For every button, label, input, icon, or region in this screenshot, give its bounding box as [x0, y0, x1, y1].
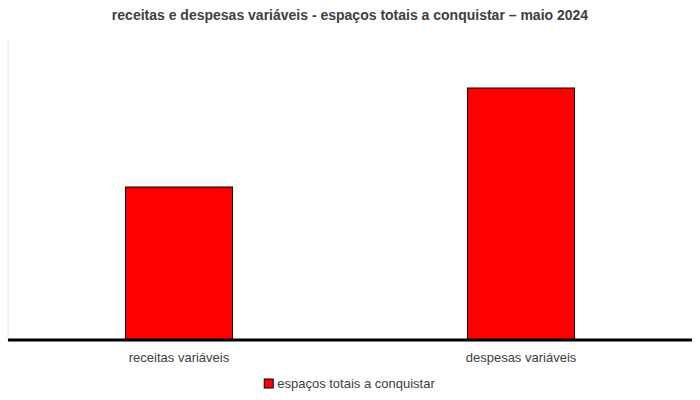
x-tick-label: receitas variáveis	[129, 350, 230, 365]
legend-label: espaços totais a conquistar	[277, 376, 435, 391]
legend-swatch	[264, 379, 273, 388]
x-axis-line	[8, 339, 692, 342]
chart-svg: receitas e despesas variáveis - espaços …	[0, 0, 700, 400]
bars	[125, 88, 574, 340]
bar	[125, 187, 232, 340]
x-tick-label: despesas variáveis	[466, 350, 577, 365]
y-axis-line	[8, 40, 9, 340]
chart-title: receitas e despesas variáveis - espaços …	[112, 7, 588, 23]
legend: espaços totais a conquistar	[264, 376, 435, 391]
chart-container: receitas e despesas variáveis - espaços …	[0, 0, 700, 400]
bar	[467, 88, 574, 340]
